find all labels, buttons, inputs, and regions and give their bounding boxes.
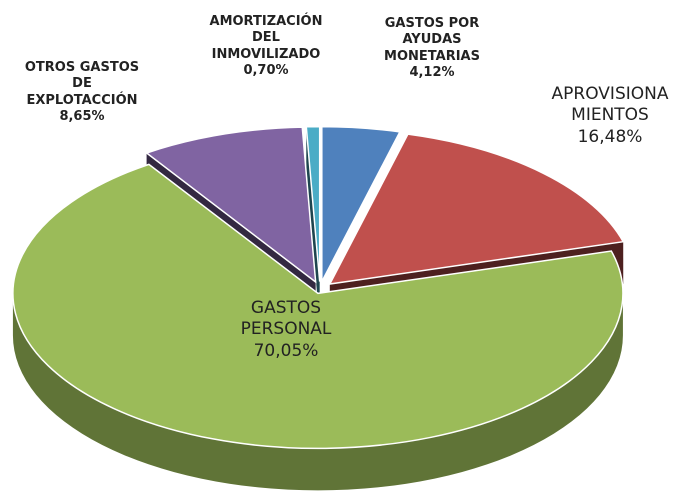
slice-side	[12, 293, 623, 491]
category-label: AMORTIZACIÓN DEL INMOVILIZADO	[209, 14, 323, 62]
category-label: APROVISIONA MIENTOS	[551, 84, 669, 126]
slice	[12, 163, 624, 450]
slice-label: AMORTIZACIÓN DEL INMOVILIZADO 0,70%	[210, 14, 323, 79]
slice	[328, 133, 625, 285]
value-label: 0,70%	[243, 62, 289, 78]
value-label: 70,05%	[253, 340, 319, 361]
value-label: 16,48%	[577, 126, 643, 147]
category-label: GASTOS POR AYUDAS MONETARIAS	[384, 16, 480, 64]
slice-label: OTROS GASTOS DE EXPLOTACCIÓN 8,65%	[25, 60, 139, 125]
category-label: GASTOS PERSONAL	[240, 298, 332, 340]
slice-label: APROVISIONA MIENTOS 16,48%	[552, 84, 669, 148]
slice	[305, 125, 321, 282]
category-label: OTROS GASTOS DE EXPLOTACCIÓN	[24, 60, 140, 108]
slice	[321, 125, 402, 283]
value-label: 8,65%	[59, 108, 105, 124]
slice-label: GASTOS POR AYUDAS MONETARIAS 4,12%	[384, 16, 480, 81]
slice-label: GASTOS PERSONAL 70,05%	[241, 298, 332, 362]
slice	[145, 126, 317, 284]
value-label: 4,12%	[409, 64, 455, 80]
slice-cut	[306, 126, 320, 324]
